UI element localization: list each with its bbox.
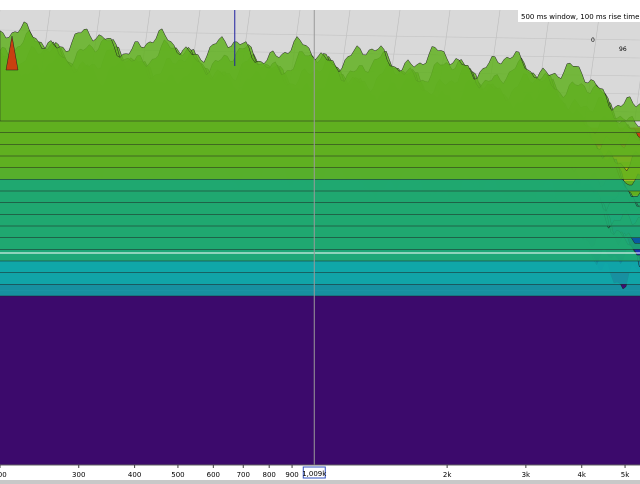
x-tick-label: 500 <box>171 471 184 479</box>
side-label-96: 96 <box>619 46 627 53</box>
x-tick-label: 600 <box>207 471 220 479</box>
x-axis-ticks: 200 300 400 500 600 700 800 900 2k 3k 4k 5k <box>0 465 630 479</box>
cursor-readout: 1,009k <box>302 470 327 478</box>
x-tick-label: 400 <box>128 471 141 479</box>
x-tick-label: 700 <box>237 471 250 479</box>
spectrum-slices <box>0 21 640 297</box>
x-tick-label: 900 <box>285 471 298 479</box>
x-tick-label: 300 <box>72 471 85 479</box>
spectrum-slice <box>0 21 640 122</box>
top-strip <box>0 0 640 10</box>
x-tick-label: 4k <box>577 471 586 479</box>
x-tick-label: 3k <box>522 471 531 479</box>
x-tick-label: 200 <box>0 471 7 479</box>
floor-region <box>0 306 640 465</box>
side-label-0: 0 <box>591 37 595 44</box>
x-tick-label: 800 <box>263 471 276 479</box>
x-tick-label: 2k <box>443 471 452 479</box>
x-tick-label: 5k <box>621 471 630 479</box>
cursor-readout-box[interactable] <box>302 466 326 479</box>
chart-title: 500 ms window, 100 ms rise time, 5,08 r <box>521 13 640 21</box>
grid-line <box>0 29 640 41</box>
peak-highlight <box>5 35 19 71</box>
title-box <box>518 10 640 22</box>
